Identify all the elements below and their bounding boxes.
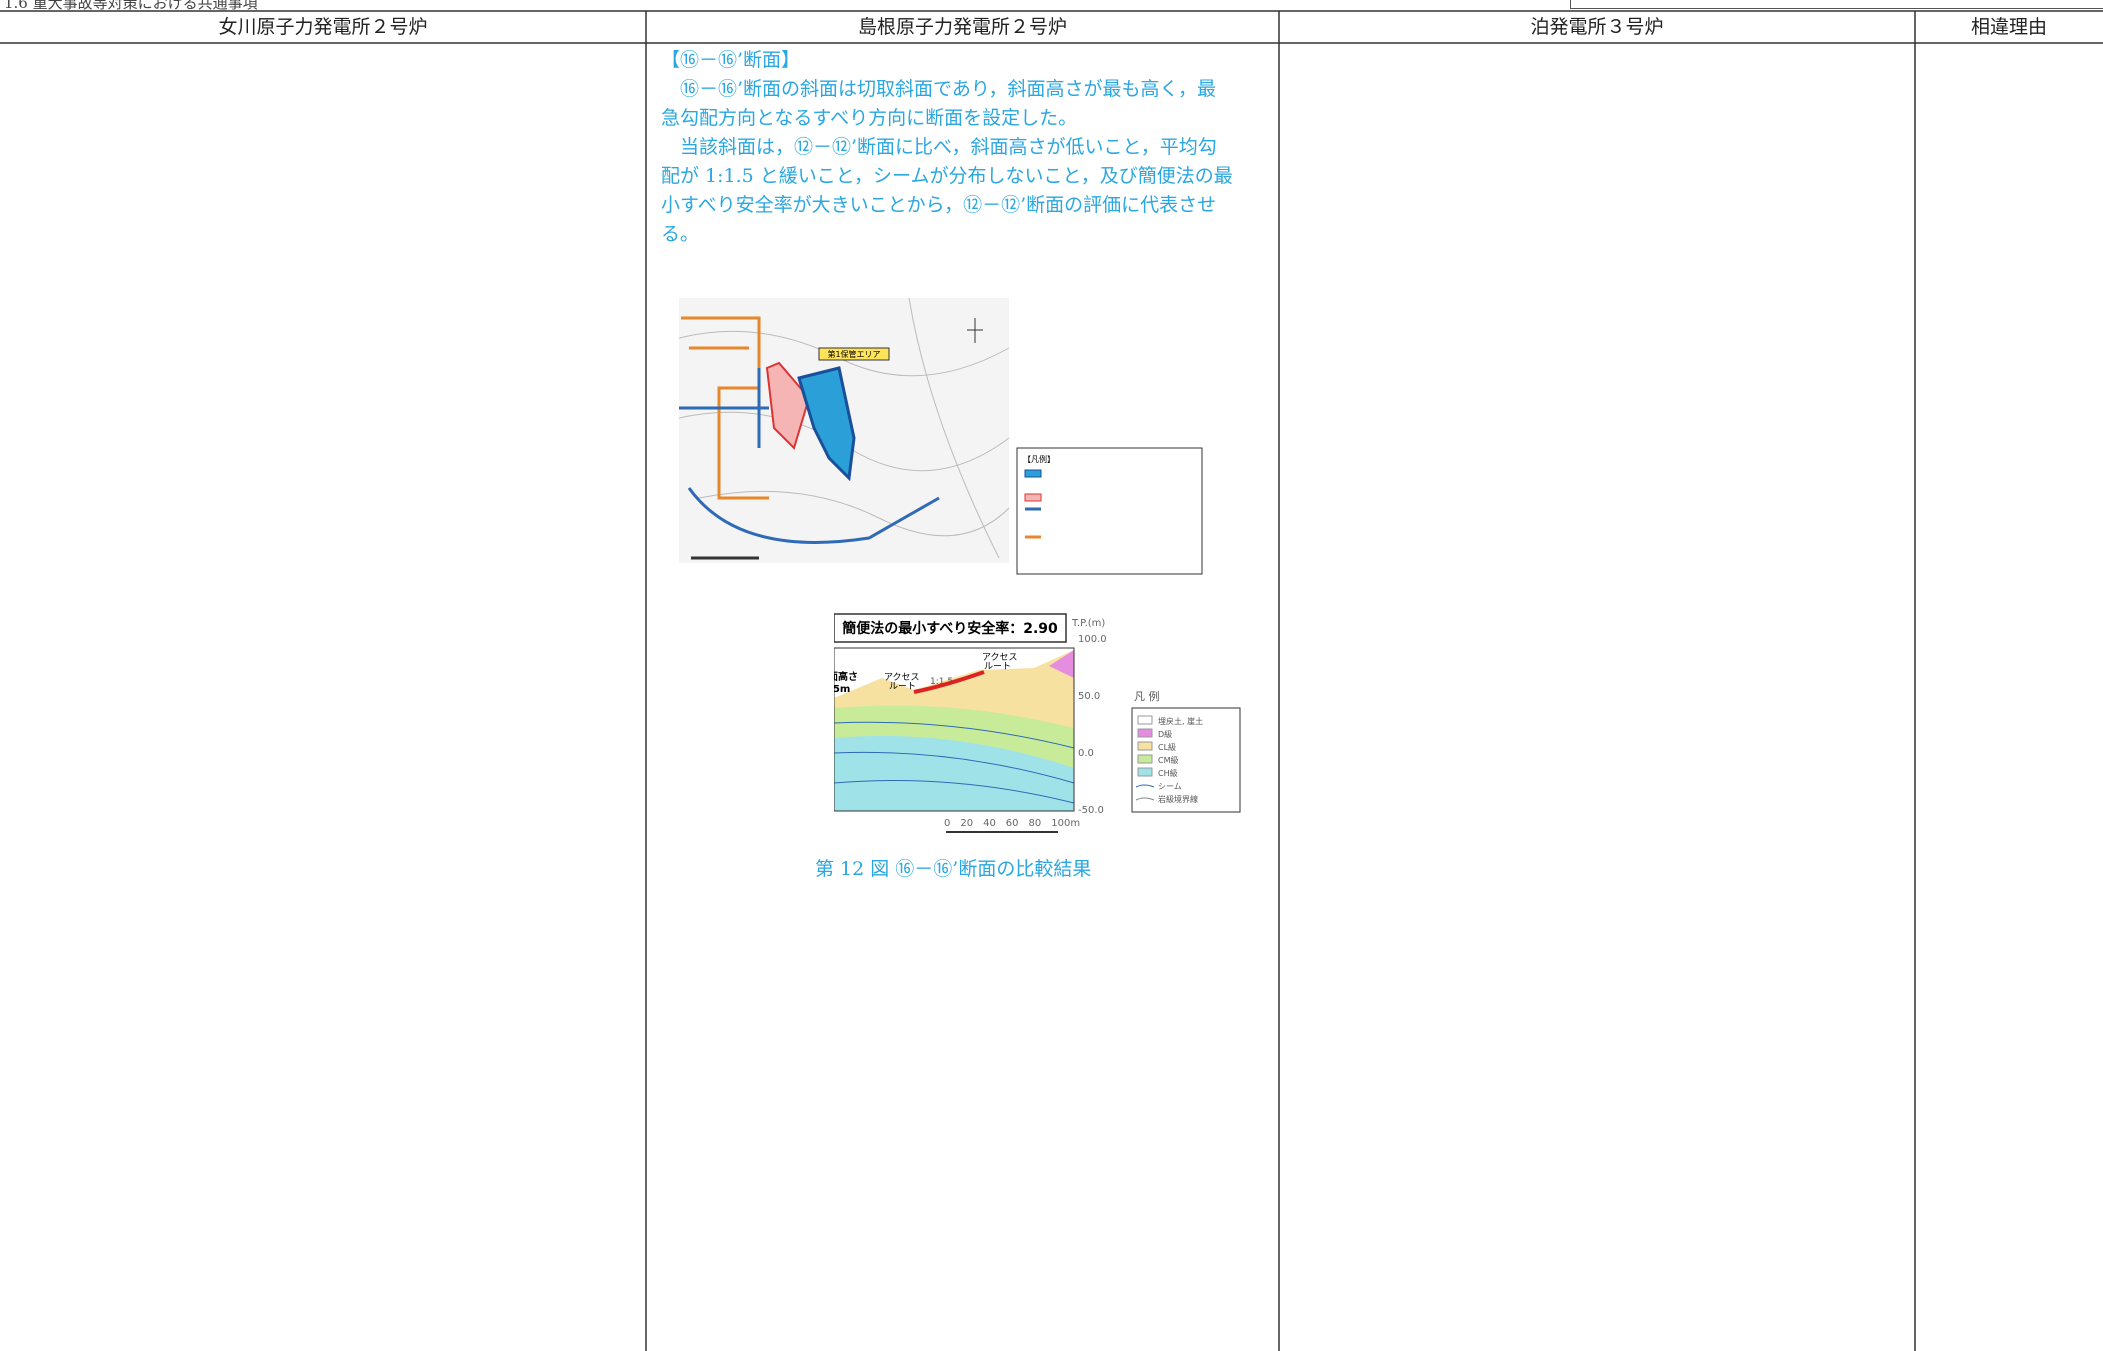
route-label: ルート [984,662,1011,672]
text-line: る。 [661,223,700,245]
legend-label: D級 [1158,729,1172,739]
legend-swatch [1137,715,1153,725]
column-header: 相違理由 [1970,16,2047,38]
text-line: 配が 1:1.5 と緩いこと，シームが分布しないこと，及び簡便法の最 [661,165,1233,187]
figure-caption: 第 12 図 ⑯－⑯’断面の比較結果 [815,858,1092,880]
body-text: ⑯－⑯’断面の斜面は切取斜面であり，斜面高さが最も高く，最 急勾配方向となるすべり… [661,75,1233,249]
legend-swatch [1137,728,1153,738]
map-figure: 第1保管エリア 【凡例】 [679,298,1203,575]
route-label: ルート [889,682,916,692]
column-header: 泊発電所３号炉 [1530,16,1664,38]
legend-title: 凡 例 [1134,689,1160,703]
column-header: 島根原子力発電所２号炉 [857,16,1067,38]
text-line: 当該斜面は，⑫－⑫’断面に比べ，斜面高さが低いこと，平均勾 [661,136,1217,158]
legend-swatch [1137,767,1153,777]
legend-label: CH級 [1158,768,1178,778]
elevation: -50.0 [1078,805,1104,816]
slope-height: 斜面高さ [834,670,858,683]
section-heading: 【⑯－⑯’断面】 [661,49,801,71]
stamp-box [1570,0,2103,9]
route-label: アクセス [884,672,920,683]
legend-swatch [1137,741,1153,751]
cross-section-figure: 簡便法の最小すべり安全率：2.90 T.P.(m) 100.0 50.0 0.0… [834,613,1241,833]
text-line: 急勾配方向となるすべり方向に断面を設定した。 [661,107,1078,129]
elevation: 100.0 [1078,634,1107,645]
legend-label: CM級 [1158,755,1179,765]
map-label: 第1保管エリア [827,349,880,359]
text-line: 小すべり安全率が大きいことから，⑫－⑫’断面の評価に代表させ [661,194,1217,216]
axis-unit: T.P.(m) [1071,618,1105,629]
scale-label: 0 20 40 60 80 100m [944,818,1080,829]
gradient: 1:1.5 [930,677,953,687]
text-line: ⑯－⑯’断面の斜面は切取斜面であり，斜面高さが最も高く，最 [661,78,1216,100]
legend-label: 埋戻土, 崖土 [1158,716,1203,726]
route-label: アクセス [982,652,1018,663]
elevation: 0.0 [1078,748,1094,759]
slope-height: 25m [834,684,850,695]
legend-swatch [1137,754,1153,764]
legend-label: 岩級境界線 [1158,794,1198,804]
legend-swatch [1135,797,1155,801]
legend-title: 【凡例】 [1023,454,1055,464]
column-header: 女川原子力発電所２号炉 [218,16,428,38]
safety-factor: 簡便法の最小すべり安全率：2.90 [842,620,1058,637]
legend-label: シーム [1158,782,1182,791]
doc-title: 1.6 重大事故等対策における共通事項 [4,0,258,12]
legend-swatch [1135,784,1155,788]
elevation: 50.0 [1078,691,1100,702]
legend-label: CL級 [1158,742,1176,752]
